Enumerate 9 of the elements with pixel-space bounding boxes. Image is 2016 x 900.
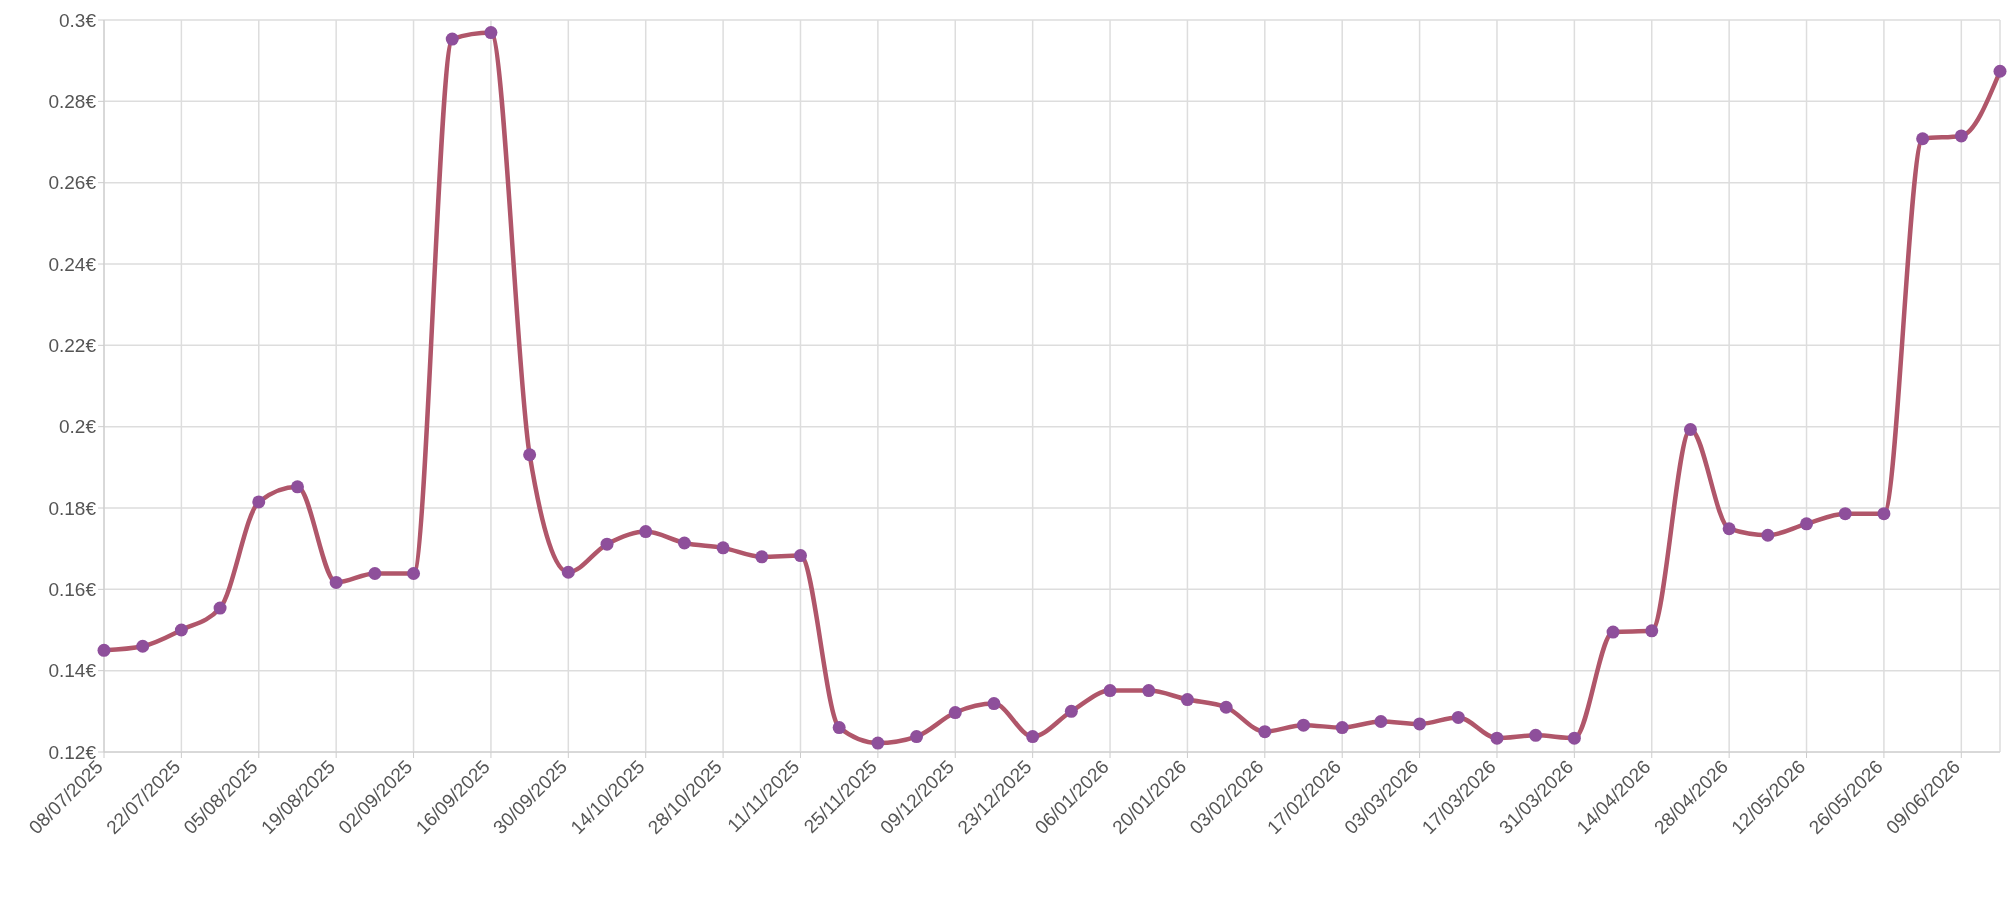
- y-tick-label: 0.28€: [48, 91, 97, 113]
- y-tick-label: 0.16€: [48, 579, 97, 601]
- y-tick-label: 0.14€: [48, 660, 97, 682]
- y-tick-label: 0.24€: [48, 253, 97, 275]
- y-tick-label: 0.18€: [48, 497, 97, 519]
- y-tick-label: 0.2€: [59, 416, 97, 438]
- y-tick-label: 0.22€: [48, 335, 97, 357]
- y-tick-label: 0.26€: [48, 172, 97, 194]
- y-tick-label: 0.3€: [59, 9, 97, 31]
